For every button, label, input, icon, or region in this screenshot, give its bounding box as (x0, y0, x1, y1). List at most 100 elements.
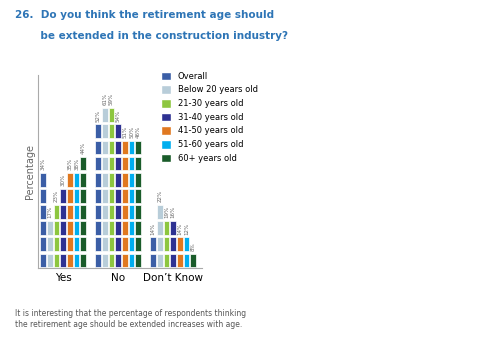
Bar (116, 189, 121, 203)
Bar (47, 221, 52, 235)
Bar (108, 221, 114, 235)
Bar (80, 189, 86, 203)
Bar (60, 189, 66, 203)
Text: 19%: 19% (164, 206, 169, 218)
Bar (128, 157, 134, 171)
Bar (122, 189, 128, 203)
Bar (80, 254, 86, 267)
Bar (122, 157, 128, 171)
Text: 16%: 16% (170, 206, 175, 218)
Bar (157, 254, 162, 267)
Text: 14%: 14% (178, 222, 182, 235)
Bar (102, 108, 108, 122)
Text: 26.  Do you think the retirement age should: 26. Do you think the retirement age shou… (15, 10, 274, 20)
Bar (122, 173, 128, 186)
Text: 38%: 38% (74, 158, 79, 170)
Text: 51%: 51% (122, 125, 128, 138)
Bar (74, 173, 80, 186)
Text: 46%: 46% (136, 125, 141, 138)
Bar (67, 205, 73, 219)
Bar (136, 189, 141, 203)
Bar (108, 189, 114, 203)
Bar (40, 205, 46, 219)
Bar (184, 254, 190, 267)
Bar (116, 221, 121, 235)
Bar (95, 141, 101, 154)
Text: 54%: 54% (116, 109, 120, 122)
Bar (74, 205, 80, 219)
Text: 50%: 50% (129, 125, 134, 138)
Bar (128, 189, 134, 203)
Bar (95, 173, 101, 186)
Bar (128, 205, 134, 219)
Text: 17%: 17% (48, 206, 52, 218)
Bar (67, 189, 73, 203)
Bar (60, 254, 66, 267)
Bar (80, 221, 86, 235)
Bar (74, 189, 80, 203)
Y-axis label: Percentage: Percentage (25, 144, 35, 199)
Bar (67, 254, 73, 267)
Bar (108, 237, 114, 251)
Bar (80, 237, 86, 251)
Text: 22%: 22% (157, 190, 162, 202)
Bar (102, 124, 108, 138)
Bar (40, 237, 46, 251)
Bar (122, 141, 128, 154)
Bar (108, 141, 114, 154)
Text: 35%: 35% (68, 158, 72, 170)
Bar (60, 205, 66, 219)
Text: 59%: 59% (109, 93, 114, 105)
Bar (40, 189, 46, 203)
Bar (128, 237, 134, 251)
Text: 34%: 34% (40, 158, 46, 170)
Bar (102, 221, 108, 235)
Bar (116, 141, 121, 154)
Bar (190, 254, 196, 267)
Bar (95, 205, 101, 219)
Bar (67, 237, 73, 251)
Bar (60, 237, 66, 251)
Bar (80, 173, 86, 186)
Bar (184, 237, 190, 251)
Bar (102, 254, 108, 267)
Bar (177, 254, 182, 267)
Bar (108, 205, 114, 219)
Bar (150, 237, 156, 251)
Bar (128, 173, 134, 186)
Bar (102, 157, 108, 171)
Bar (108, 108, 114, 122)
Bar (47, 254, 52, 267)
Bar (136, 173, 141, 186)
Bar (170, 221, 176, 235)
Bar (95, 237, 101, 251)
Bar (54, 205, 60, 219)
Bar (102, 189, 108, 203)
Bar (164, 254, 170, 267)
Bar (116, 254, 121, 267)
Bar (128, 141, 134, 154)
Bar (136, 254, 141, 267)
Bar (80, 157, 86, 171)
Text: 12%: 12% (184, 222, 189, 235)
Bar (40, 173, 46, 186)
Bar (116, 173, 121, 186)
Bar (157, 205, 162, 219)
Bar (95, 124, 101, 138)
Bar (95, 221, 101, 235)
Bar (136, 221, 141, 235)
Bar (108, 254, 114, 267)
Bar (54, 237, 60, 251)
Bar (108, 157, 114, 171)
Bar (95, 254, 101, 267)
Bar (164, 237, 170, 251)
Bar (40, 254, 46, 267)
Bar (67, 173, 73, 186)
Bar (170, 237, 176, 251)
Text: be extended in the construction industry?: be extended in the construction industry… (15, 31, 288, 40)
Bar (122, 254, 128, 267)
Text: 14%: 14% (150, 222, 156, 235)
Bar (108, 124, 114, 138)
Bar (102, 237, 108, 251)
Bar (136, 205, 141, 219)
